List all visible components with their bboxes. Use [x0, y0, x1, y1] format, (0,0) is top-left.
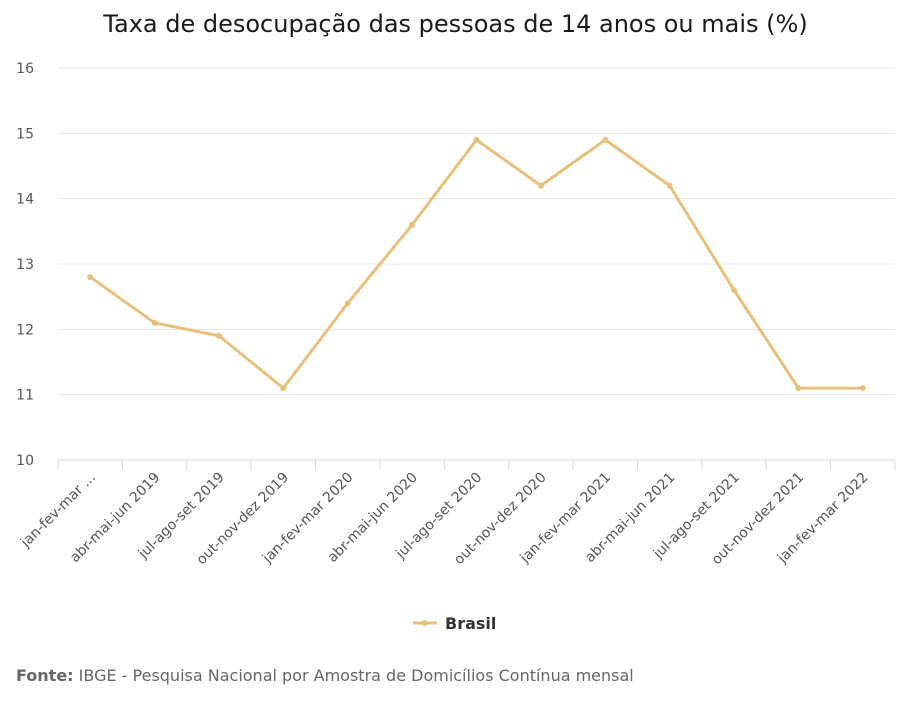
y-tick-label: 15: [16, 126, 34, 142]
data-point: [473, 136, 480, 143]
data-point: [795, 385, 802, 392]
series-layer: [87, 136, 866, 392]
data-point: [666, 182, 673, 189]
source-text: IBGE - Pesquisa Nacional por Amostra de …: [73, 666, 634, 685]
legend-label: Brasil: [445, 614, 496, 633]
y-tick-label: 10: [16, 453, 34, 469]
source-note: Fonte: IBGE - Pesquisa Nacional por Amos…: [16, 666, 634, 685]
y-tick-label: 14: [16, 192, 34, 208]
y-tick-label: 16: [16, 61, 34, 77]
data-point: [87, 274, 94, 281]
y-tick-label: 12: [16, 322, 34, 338]
data-point: [537, 182, 544, 189]
data-point: [151, 319, 158, 326]
data-point: [409, 221, 416, 228]
data-point: [602, 136, 609, 143]
y-tick-label: 13: [16, 257, 34, 273]
y-tick-label: 11: [16, 388, 34, 404]
grid-layer: [58, 67, 895, 396]
legend-marker: [422, 620, 428, 626]
data-point: [859, 385, 866, 392]
data-point: [731, 287, 738, 294]
data-point: [280, 385, 287, 392]
chart-title: Taxa de desocupação das pessoas de 14 an…: [103, 10, 808, 38]
data-point: [215, 332, 222, 339]
legend[interactable]: Brasil: [413, 614, 496, 633]
data-point: [344, 300, 351, 307]
source-label: Fonte:: [16, 666, 74, 685]
